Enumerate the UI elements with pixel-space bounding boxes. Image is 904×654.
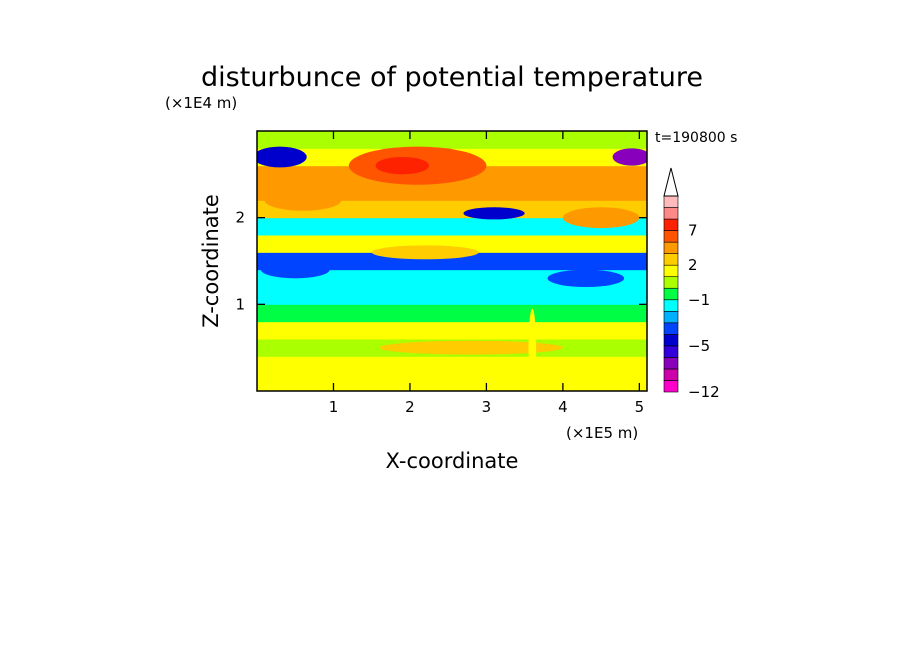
y-tick-label: 1: [235, 295, 245, 313]
field-feature: [371, 245, 479, 260]
x-unit-label: (×1E5 m): [566, 424, 638, 442]
x-tick-label: 1: [329, 398, 339, 416]
colorbar-segment: [663, 345, 679, 358]
field-feature: [463, 207, 525, 220]
field-feature: [257, 146, 307, 168]
colorbar-segment: [663, 310, 679, 324]
colorbar-segment: [663, 322, 679, 335]
chart-title: disturbunce of potential temperature: [201, 62, 703, 93]
field-feature: [562, 207, 640, 229]
colorbar: 7 2 −1 −5 −12: [663, 167, 720, 401]
x-axis-label: X-coordinate: [386, 449, 519, 473]
field-band: [257, 287, 647, 305]
field-band: [257, 356, 647, 375]
colorbar-segment: [663, 368, 679, 381]
y-axis-label: Z-coordinate: [199, 194, 223, 328]
field-feature: [528, 308, 537, 387]
colorbar-segment: [663, 334, 679, 347]
plot-area: 1 2 3 4 5 1 2: [235, 130, 648, 416]
colorbar-segment: [663, 218, 679, 231]
colorbar-segment: [663, 299, 679, 312]
field-feature: [264, 189, 342, 211]
colorbar-segment: [663, 264, 679, 278]
time-label: t=190800 s: [655, 130, 737, 146]
colorbar-extend-arrow: [663, 167, 679, 197]
y-tick-label: 2: [235, 209, 245, 227]
colorbar-segment: [663, 230, 679, 243]
colorbar-segment: [663, 357, 679, 370]
field-band: [257, 304, 647, 323]
field-band: [257, 252, 647, 271]
field-band: [257, 131, 647, 149]
colorbar-segment: [663, 380, 679, 393]
field-feature: [379, 340, 563, 355]
colorbar-segment: [663, 276, 679, 289]
field-band: [257, 269, 647, 288]
colorbar-label: −5: [688, 337, 710, 355]
field-feature: [547, 269, 625, 288]
field-feature: [375, 157, 430, 175]
y-unit-label: (×1E4 m): [165, 94, 237, 112]
field-band: [257, 217, 647, 236]
x-tick-label: 5: [635, 398, 645, 416]
colorbar-label: 2: [688, 256, 698, 274]
colorbar-segment: [663, 207, 679, 220]
colorbar-segment: [663, 253, 679, 266]
colorbar-segment: [663, 287, 679, 301]
colorbar-segment: [663, 195, 679, 208]
colorbar-segment: [663, 241, 679, 254]
plot-frame: [256, 130, 648, 392]
field-feature: [612, 148, 647, 166]
field-band: [257, 235, 647, 253]
field-feature: [260, 261, 330, 279]
colorbar-label: 7: [688, 222, 698, 240]
field-band: [257, 183, 647, 201]
colorbar-label: −12: [688, 383, 720, 401]
field-band: [257, 200, 647, 219]
field-band: [257, 321, 647, 340]
field-band: [257, 373, 647, 391]
x-tick-label: 2: [405, 398, 415, 416]
x-tick-label: 4: [558, 398, 568, 416]
colorbar-label: −1: [688, 291, 710, 309]
x-tick-label: 3: [482, 398, 492, 416]
